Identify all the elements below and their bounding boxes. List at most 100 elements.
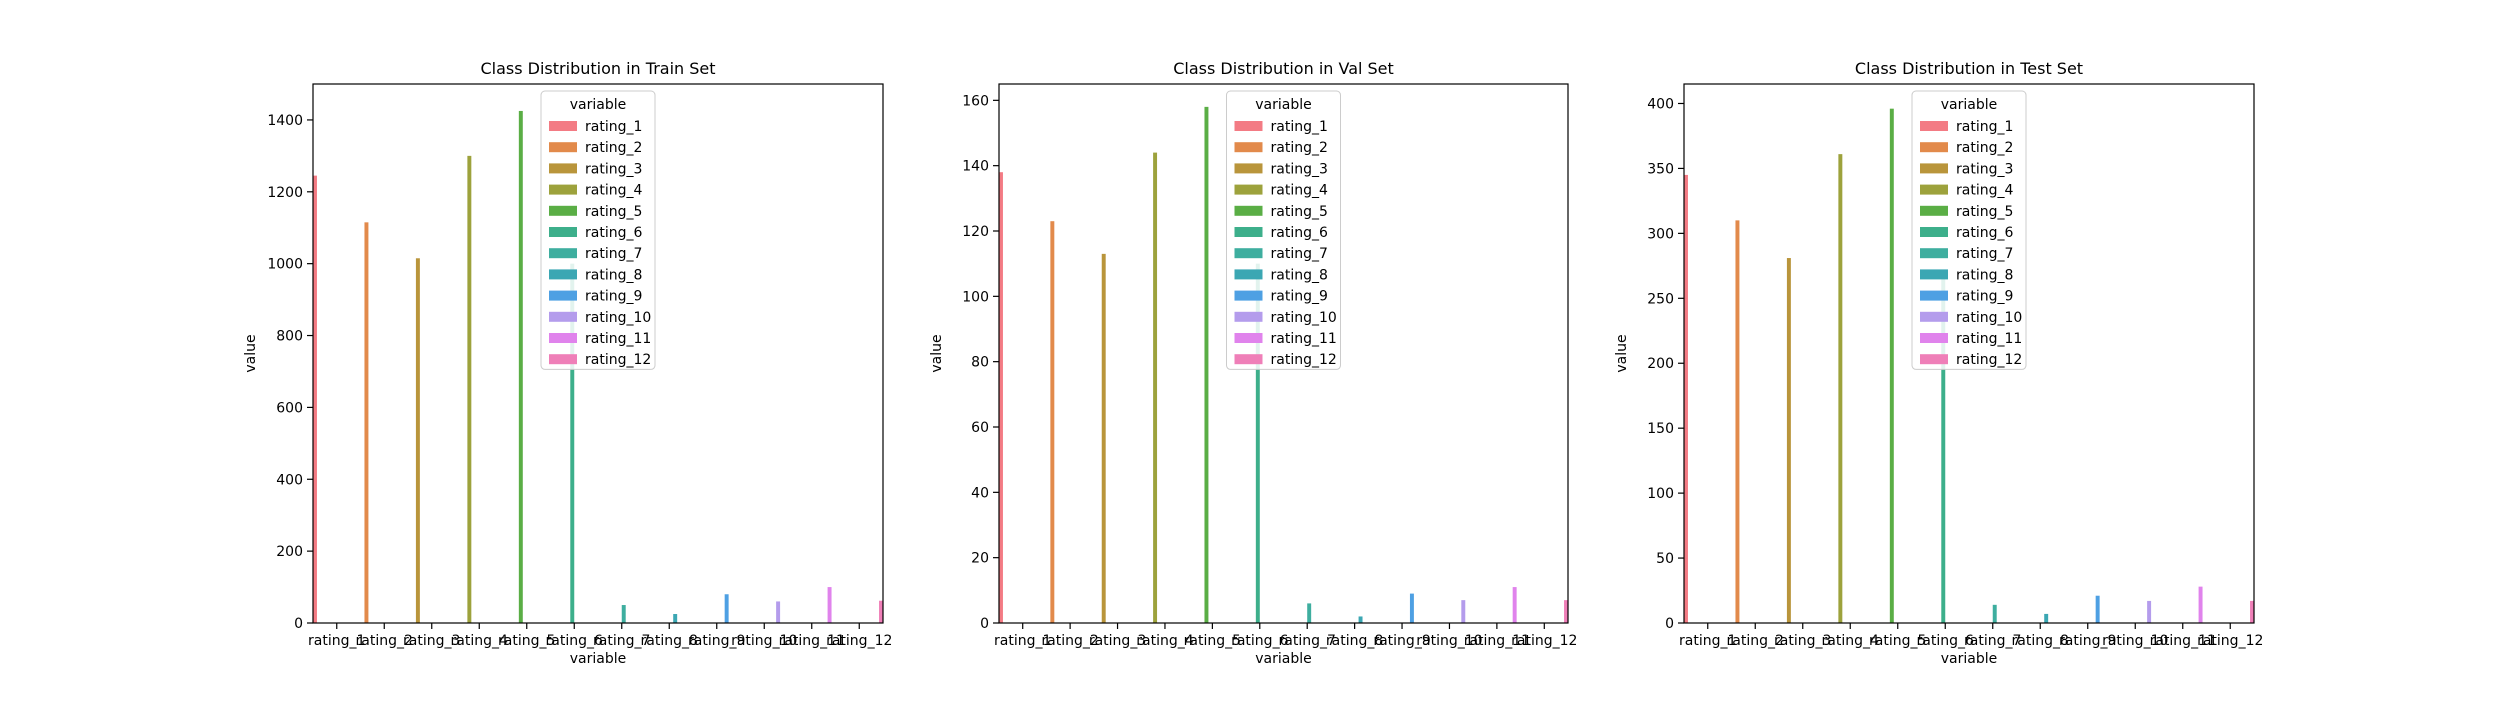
bar-rating_1: [999, 172, 1003, 623]
x-tick-label: rating_8: [1326, 633, 1383, 649]
legend-swatch: [1920, 184, 1948, 195]
y-tick-label: 800: [276, 329, 303, 345]
y-tick-label: 1000: [267, 257, 303, 273]
legend-entry: rating_10: [585, 310, 651, 326]
x-tick-label: rating_10: [2102, 633, 2168, 649]
y-axis-label: value: [929, 334, 945, 372]
x-tick-label: rating_11: [779, 633, 845, 649]
y-tick-label: 1400: [267, 113, 303, 129]
y-tick-label: 120: [962, 224, 989, 240]
legend-entry: rating_5: [585, 204, 642, 220]
chart-title: Class Distribution in Val Set: [1173, 59, 1394, 78]
legend-entry: rating_9: [1271, 289, 1328, 305]
legend-entry: rating_7: [1956, 246, 2013, 262]
x-tick-label: rating_1: [1679, 633, 1736, 649]
chart-title: Class Distribution in Test Set: [1855, 59, 2083, 78]
legend-entry: rating_5: [1271, 204, 1328, 220]
legend-swatch: [549, 142, 577, 153]
legend-swatch: [549, 205, 577, 216]
chart-panel-2: Class Distribution in Val Set 0 20 40 60 80 10…: [929, 59, 1577, 667]
y-tick-label: 80: [971, 355, 989, 371]
legend-swatch: [1234, 121, 1263, 131]
legend-entry: rating_2: [1271, 140, 1328, 156]
legend: variable rating_1 rating_2 rating_3 rating_4…: [540, 90, 656, 370]
bar-rating_9: [724, 594, 729, 623]
x-tick-label: rating_9: [688, 633, 745, 649]
x-tick-label: rating_7: [1964, 633, 2021, 649]
legend-swatch: [549, 121, 577, 131]
legend-swatch: [1234, 333, 1263, 343]
bar-rating_3: [1101, 253, 1106, 623]
bar-rating_10: [2147, 600, 2152, 623]
legend-swatch: [1920, 290, 1948, 301]
bar-rating_2: [1735, 220, 1740, 624]
plot-frame: [1683, 83, 2255, 624]
legend-entry: rating_12: [1271, 352, 1337, 368]
y-tick-label: 100: [1647, 486, 1674, 502]
legend-swatch: [549, 269, 577, 280]
y-axis-label: value: [243, 334, 259, 372]
chart-panel-3: Class Distribution in Test Set 0 50 100 150 2…: [1614, 59, 2263, 667]
x-tick-label: rating_3: [1774, 633, 1831, 649]
legend-entry: rating_12: [1956, 352, 2022, 368]
legend-entry: rating_3: [1271, 161, 1328, 177]
x-tick-label: rating_9: [1373, 633, 1430, 649]
legend-swatch: [1920, 227, 1948, 237]
x-tick-label: rating_7: [593, 633, 650, 649]
y-tick-label: 0: [294, 616, 303, 632]
legend-entry: rating_3: [585, 161, 642, 177]
legend-entry: rating_1: [1956, 119, 2013, 135]
legend-entry: rating_12: [585, 352, 651, 368]
x-tick-label: rating_6: [1917, 633, 1974, 649]
legend-entry: rating_9: [585, 289, 642, 305]
bar-rating_11: [1512, 587, 1517, 623]
legend-entry: rating_6: [1271, 225, 1328, 241]
y-tick-label: 0: [1665, 616, 1674, 632]
bar-rating_2: [364, 222, 369, 624]
legend-swatch: [1234, 184, 1263, 195]
legend-entry: rating_10: [1956, 310, 2022, 326]
y-tick-label: 400: [1647, 96, 1674, 112]
y-tick-label: 160: [962, 93, 989, 109]
x-tick-label: rating_11: [1464, 633, 1530, 649]
bar-rating_3: [1786, 258, 1791, 623]
x-tick-label: rating_6: [1231, 633, 1288, 649]
legend-swatch: [1920, 269, 1948, 280]
bar-rating_4: [1838, 154, 1843, 623]
legend-title: variable: [1255, 97, 1311, 113]
x-tick-label: rating_1: [308, 633, 365, 649]
bar-rating_5: [1204, 106, 1209, 623]
y-tick-label: 50: [1656, 551, 1674, 567]
bar-rating_6: [1255, 263, 1260, 623]
x-tick-label: rating_8: [2012, 633, 2069, 649]
x-tick-label: rating_2: [356, 633, 413, 649]
x-tick-label: rating_3: [1089, 633, 1146, 649]
x-tick-label: rating_12: [2197, 633, 2263, 649]
y-axis-label: value: [1614, 334, 1630, 372]
plot-frame: [998, 83, 1569, 624]
x-tick-label: rating_4: [1822, 633, 1879, 649]
x-axis-label: variable: [1255, 651, 1311, 667]
bar-rating_3: [415, 258, 420, 623]
legend-entry: rating_4: [585, 183, 642, 199]
legend-swatch: [549, 163, 577, 174]
y-tick-label: 100: [962, 289, 989, 305]
bar-rating_7: [1307, 603, 1312, 623]
chart-panel-1: Class Distribution in Train Set 0 200 400 60…: [243, 59, 892, 667]
legend-entry: rating_1: [585, 119, 642, 135]
legend-entry: rating_8: [585, 267, 642, 283]
legend-entry: rating_4: [1271, 183, 1328, 199]
legend-entry: rating_5: [1956, 204, 2013, 220]
y-tick-label: 250: [1647, 291, 1674, 307]
x-tick-label: rating_7: [1279, 633, 1336, 649]
bar-rating_5: [518, 110, 523, 623]
bar-rating_6: [570, 263, 575, 623]
bar-rating_8: [673, 614, 678, 623]
x-tick-label: rating_12: [1511, 633, 1577, 649]
y-tick-label: 20: [971, 551, 989, 567]
x-tick-label: rating_9: [2059, 633, 2116, 649]
legend-entry: rating_11: [1956, 331, 2022, 347]
x-tick-label: rating_5: [1869, 633, 1926, 649]
x-tick-label: rating_8: [641, 633, 698, 649]
